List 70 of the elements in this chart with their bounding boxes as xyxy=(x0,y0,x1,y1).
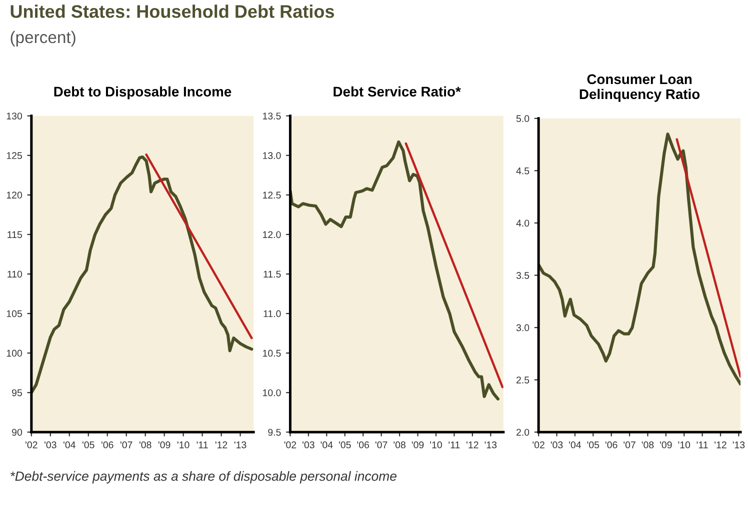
line-series xyxy=(31,155,254,394)
x-tick-label: '10 xyxy=(430,441,442,448)
x-tick-label: '11 xyxy=(196,442,208,448)
text: (percent) xyxy=(10,30,76,46)
x-tick-label: '07 xyxy=(375,441,388,448)
x-tick-label: '13 xyxy=(484,441,497,448)
x-tick-label: '09 xyxy=(660,441,672,448)
y-tick-label: 4.0 xyxy=(516,220,530,227)
chart-title: Consumer Loan Delinquency Ratio xyxy=(580,74,700,102)
y-tick-label: 11.5 xyxy=(264,270,281,278)
x-tick-label: '04 xyxy=(569,441,581,448)
x-tick-label: '05 xyxy=(339,441,351,448)
y-tick-label: 12.0 xyxy=(263,231,281,238)
x-tick-label: '04 xyxy=(320,441,333,448)
x-tick-label: '12 xyxy=(466,441,478,448)
y-tick-label: 105 xyxy=(6,310,22,318)
y-tick-label: 90 xyxy=(12,428,22,436)
x-tick-label: '02 xyxy=(532,441,544,448)
x-tick-label: '06 xyxy=(102,441,114,448)
y-tick-label: 125 xyxy=(6,152,22,160)
y-tick-label: 9.5 xyxy=(268,428,281,436)
x-tick-label: '09 xyxy=(412,441,424,448)
x-tick-label: '08 xyxy=(642,441,654,448)
y-tick-label: 10.5 xyxy=(263,350,281,357)
x-tick-label: '06 xyxy=(605,441,618,448)
y-tick-label: 13.5 xyxy=(263,112,281,120)
line-series xyxy=(538,132,741,386)
x-tick-label: '05 xyxy=(82,441,94,448)
x-tick-label: '10 xyxy=(177,441,190,448)
y-tick-label: 5.0 xyxy=(516,115,530,122)
x-tick-label: '10 xyxy=(678,441,690,448)
x-tick-label: '12 xyxy=(714,441,726,448)
x-tick-label: '02 xyxy=(26,441,38,448)
x-tick-label: '07 xyxy=(624,441,636,448)
x-tick-label: '03 xyxy=(550,441,563,448)
y-tick-label: 4.5 xyxy=(516,168,530,174)
x-tick-label: '08 xyxy=(140,441,152,448)
y-tick-label: 95 xyxy=(12,389,22,396)
x-tick-label: '12 xyxy=(215,441,228,448)
chart-title: Debt to Disposable Income xyxy=(54,86,232,100)
y-tick-label: 3.5 xyxy=(516,272,530,279)
x-tick-label: '09 xyxy=(158,441,170,448)
x-tick-label: '13 xyxy=(234,441,246,448)
y-tick-label: 11.0 xyxy=(264,310,281,318)
x-tick-label: '11 xyxy=(448,442,460,448)
x-tick-label: '07 xyxy=(120,441,132,448)
x-tick-label: '02 xyxy=(284,441,296,448)
y-tick-label: 130 xyxy=(6,112,22,120)
y-tick-label: 13.0 xyxy=(263,152,281,160)
x-tick-label: '08 xyxy=(394,441,406,448)
y-tick-label: 120 xyxy=(6,192,22,199)
y-tick-label: 115 xyxy=(8,231,22,238)
x-tick-label: '13 xyxy=(732,441,745,448)
x-tick-label: '04 xyxy=(64,441,76,448)
y-tick-label: 100 xyxy=(6,350,22,357)
y-tick-label: 3.0 xyxy=(516,324,530,332)
y-tick-label: 10.0 xyxy=(263,389,281,396)
x-tick-label: '03 xyxy=(44,441,56,448)
chart-title: Debt Service Ratio* xyxy=(334,86,461,97)
text: United States: Household Debt Ratios xyxy=(10,4,334,18)
text: *Debt-service payments as a share of disposable personal income xyxy=(10,471,396,484)
x-tick-label: '06 xyxy=(357,441,370,448)
y-tick-label: 2.0 xyxy=(516,428,530,436)
x-tick-label: '05 xyxy=(587,441,600,448)
x-tick-label: '11 xyxy=(696,442,708,448)
line-series xyxy=(290,140,500,400)
x-tick-label: '03 xyxy=(302,441,314,448)
y-tick-label: 110 xyxy=(8,270,22,278)
y-tick-label: 2.5 xyxy=(516,376,530,384)
y-tick-label: 12.5 xyxy=(263,192,281,199)
